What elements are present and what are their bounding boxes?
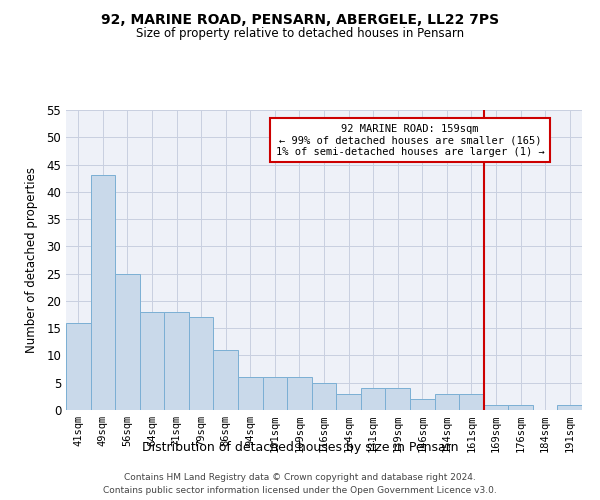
- Bar: [434, 394, 459, 410]
- Y-axis label: Number of detached properties: Number of detached properties: [25, 167, 38, 353]
- Bar: [189, 318, 214, 410]
- Bar: [164, 312, 189, 410]
- Text: Distribution of detached houses by size in Pensarn: Distribution of detached houses by size …: [142, 441, 458, 454]
- Text: Contains HM Land Registry data © Crown copyright and database right 2024.
Contai: Contains HM Land Registry data © Crown c…: [103, 473, 497, 495]
- Bar: [459, 394, 484, 410]
- Bar: [263, 378, 287, 410]
- Bar: [115, 274, 140, 410]
- Text: 92 MARINE ROAD: 159sqm
← 99% of detached houses are smaller (165)
1% of semi-det: 92 MARINE ROAD: 159sqm ← 99% of detached…: [275, 124, 544, 157]
- Bar: [91, 176, 115, 410]
- Bar: [214, 350, 238, 410]
- Bar: [238, 378, 263, 410]
- Bar: [410, 399, 434, 410]
- Bar: [312, 382, 336, 410]
- Bar: [140, 312, 164, 410]
- Bar: [508, 404, 533, 410]
- Text: 92, MARINE ROAD, PENSARN, ABERGELE, LL22 7PS: 92, MARINE ROAD, PENSARN, ABERGELE, LL22…: [101, 12, 499, 26]
- Bar: [361, 388, 385, 410]
- Bar: [66, 322, 91, 410]
- Bar: [557, 404, 582, 410]
- Bar: [336, 394, 361, 410]
- Bar: [385, 388, 410, 410]
- Text: Size of property relative to detached houses in Pensarn: Size of property relative to detached ho…: [136, 28, 464, 40]
- Bar: [287, 378, 312, 410]
- Bar: [484, 404, 508, 410]
